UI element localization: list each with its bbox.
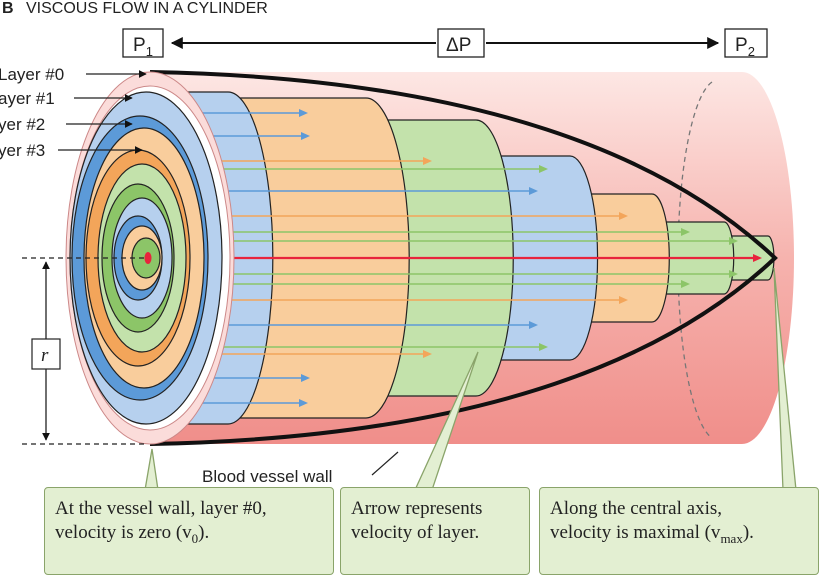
velocity-arrowhead-5 bbox=[753, 254, 762, 262]
velocity-arrowhead-1 bbox=[423, 157, 432, 165]
p2-sub: 2 bbox=[748, 44, 755, 59]
velocity-arrowhead-13 bbox=[539, 165, 548, 173]
velocity-arrowhead-6 bbox=[729, 270, 738, 278]
dp-label: ΔP bbox=[446, 35, 471, 56]
layer-label-2: yer #2 bbox=[0, 115, 45, 134]
radius-box bbox=[31, 338, 61, 370]
center-axis-dot bbox=[144, 252, 152, 264]
velocity-profile-outline bbox=[149, 70, 778, 446]
velocity-arrowhead-2 bbox=[529, 187, 538, 195]
velocity-arrowhead-10 bbox=[301, 374, 310, 382]
p1-sub: 1 bbox=[146, 44, 153, 59]
callout-wall-velocity: At the vessel wall, layer #0, velocity i… bbox=[44, 487, 334, 575]
layer-label-3: yer #3 bbox=[0, 141, 45, 160]
velocity-arrowhead-16 bbox=[681, 280, 690, 288]
p1-box bbox=[122, 28, 164, 58]
layer-labels: Layer #0 ayer #1 yer #2 yer #3 bbox=[0, 65, 147, 160]
pressure-header: P1 ΔP P2 bbox=[122, 28, 768, 59]
velocity-arrowhead-4 bbox=[729, 237, 738, 245]
callout-wall-line1: At the vessel wall, layer #0, bbox=[55, 498, 267, 519]
velocity-arrowhead-3 bbox=[619, 212, 628, 220]
p2-box bbox=[724, 28, 768, 58]
p2-label: P bbox=[735, 35, 748, 56]
layer-label-1: ayer #1 bbox=[0, 89, 55, 108]
radius-indicator: r bbox=[22, 257, 146, 445]
velocity-arrowhead-14 bbox=[539, 343, 548, 351]
callout-arrow-line2: velocity of layer. bbox=[351, 522, 480, 543]
title-letter: B bbox=[2, 0, 14, 17]
velocity-arrowhead-15 bbox=[681, 228, 690, 236]
title-text: VISCOUS FLOW IN A CYLINDER bbox=[26, 0, 268, 17]
cross-section-rings bbox=[65, 71, 235, 445]
dp-box bbox=[437, 28, 485, 58]
callout-central-axis: Along the central axis, velocity is maxi… bbox=[539, 487, 819, 575]
svg-text:P1: P1 bbox=[133, 35, 153, 59]
velocity-arrowhead-12 bbox=[299, 399, 308, 407]
callout-arrow-meaning: Arrow represents velocity of layer. bbox=[340, 487, 530, 575]
velocity-arrowhead-7 bbox=[619, 296, 628, 304]
radius-label: r bbox=[41, 345, 49, 366]
p1-label: P bbox=[133, 35, 146, 56]
svg-text:P2: P2 bbox=[735, 35, 755, 59]
layer-label-0: Layer #0 bbox=[0, 65, 64, 84]
velocity-arrowhead-11 bbox=[299, 109, 308, 117]
velocity-arrowhead-9 bbox=[423, 350, 432, 358]
velocity-arrowhead-0 bbox=[301, 132, 310, 140]
vessel-wall-pointer bbox=[371, 451, 399, 476]
callout-axis-line1: Along the central axis, bbox=[550, 498, 723, 519]
vessel-wall-label: Blood vessel wall bbox=[202, 467, 332, 486]
velocity-arrowhead-8 bbox=[529, 321, 538, 329]
callout-arrow-line1: Arrow represents bbox=[351, 498, 483, 519]
